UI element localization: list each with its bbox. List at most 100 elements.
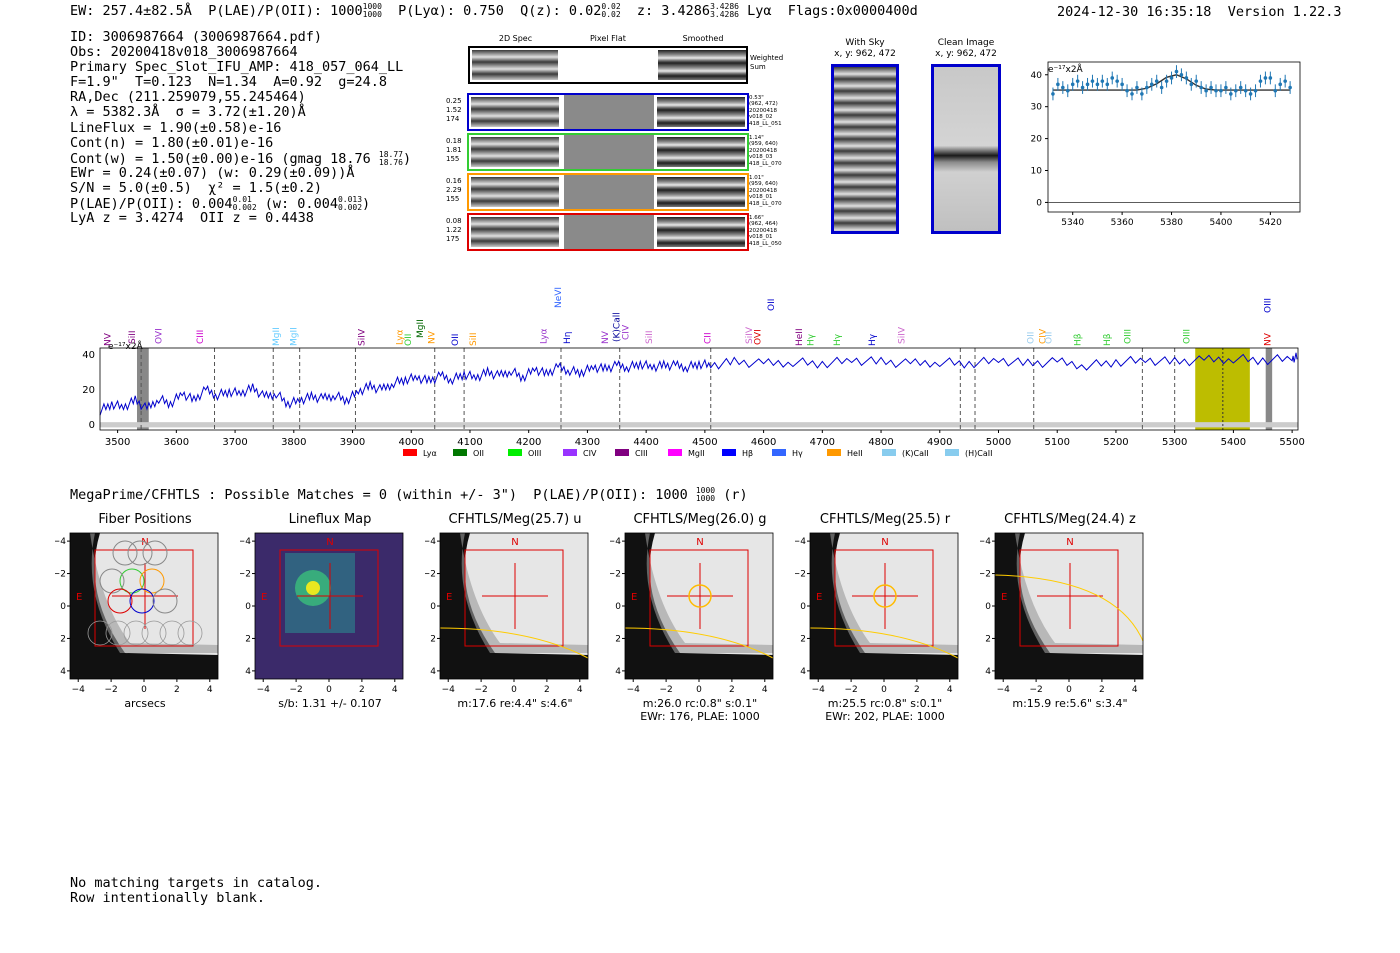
zoom-data-point bbox=[1105, 82, 1110, 87]
line-id-label: OIII bbox=[1182, 329, 1192, 344]
bright-star-wing bbox=[625, 533, 773, 679]
full-xtick-label: 3700 bbox=[222, 437, 247, 448]
panel-xtick-label: −4 bbox=[812, 685, 826, 695]
fiber-circle bbox=[152, 588, 178, 614]
row-stat: 175 bbox=[446, 235, 460, 243]
north-marker: N bbox=[326, 537, 333, 548]
col-title-smoothed: Smoothed bbox=[682, 34, 724, 43]
panel-title: Fiber Positions bbox=[98, 512, 192, 527]
fiber-circle bbox=[129, 588, 155, 614]
full-xtick-label: 3500 bbox=[105, 437, 130, 448]
zoom-data-point bbox=[1258, 79, 1263, 83]
zoom-data-point bbox=[1070, 82, 1075, 87]
full-xtick-label: 5300 bbox=[1162, 437, 1187, 448]
panel-ytick-label: 2 bbox=[615, 634, 621, 644]
zoom-data-point bbox=[1100, 79, 1105, 83]
panel-ytick-label: 2 bbox=[245, 634, 251, 644]
info-lineflux: LineFlux = 1.90(±0.58)e-16 bbox=[70, 119, 282, 136]
timestamp-version: 2024-12-30 16:35:18 Version 1.22.3 bbox=[1057, 4, 1342, 20]
spec-cutouts: 2D Spec Pixel Flat Smoothed Weighted Sum bbox=[468, 34, 783, 259]
aperture-circle bbox=[688, 584, 712, 608]
row-pixelflat bbox=[564, 215, 654, 249]
panel-caption: m:17.6 re:4.4" s:4.6" bbox=[457, 697, 573, 710]
panel-xtick-label: −2 bbox=[844, 685, 857, 695]
zoom-data-point bbox=[1268, 76, 1273, 80]
panel-ytick-label: 0 bbox=[430, 602, 436, 612]
zoom-spectrum-chart: e⁻¹⁷x2Å 5340 5360 5380 5400 5420 0 10 20 30 40 bbox=[1031, 61, 1301, 228]
zoom-xtick-label: 5420 bbox=[1259, 218, 1282, 228]
panel-xtick-label: 2 bbox=[359, 685, 365, 695]
legend-swatch bbox=[722, 449, 736, 456]
line-id-label: MgII bbox=[272, 327, 282, 346]
info-sn: S/N = 5.0(±0.5) χ² = 1.5(±0.2) bbox=[70, 179, 322, 196]
line-id-label: MgII bbox=[290, 327, 300, 346]
row-2dspec bbox=[471, 177, 559, 207]
east-marker: E bbox=[631, 592, 637, 603]
panel-xtick-label: 2 bbox=[914, 685, 920, 695]
panel-ytick-label: −2 bbox=[610, 570, 621, 580]
line-id-label: SiIV bbox=[898, 326, 908, 344]
aperture-box bbox=[279, 549, 379, 647]
line-id-label: CII bbox=[704, 332, 714, 344]
aperture-box bbox=[649, 549, 749, 647]
legend-label: Hγ bbox=[792, 449, 803, 458]
weighted-sum-row bbox=[468, 46, 748, 84]
row-smoothed bbox=[657, 137, 745, 167]
row-meta-line: (959, 640) bbox=[749, 141, 778, 148]
panel-title: CFHTLS/Meg(24.4) z bbox=[1004, 512, 1136, 527]
panel-ytick-label: 4 bbox=[985, 667, 991, 677]
line-id-label: NV bbox=[104, 332, 114, 346]
full-xtick-label: 5200 bbox=[1103, 437, 1128, 448]
row-meta-line: 1.01" bbox=[749, 175, 764, 181]
panel-ytick-label: −2 bbox=[980, 570, 991, 580]
row-stats: 0.18 1.81 155 bbox=[446, 137, 468, 164]
info-lya-z: LyA z = 3.4274 OII z = 0.4438 bbox=[70, 210, 314, 227]
ellipse-arc bbox=[994, 574, 1144, 642]
panel-xtick-label: 4 bbox=[762, 685, 768, 695]
line-id-label: Hγ bbox=[807, 333, 817, 346]
ew-value: EW: 257.4±82.5Å bbox=[70, 3, 192, 19]
panel-ytick-label: 0 bbox=[800, 602, 806, 612]
row-stat: 0.16 bbox=[446, 177, 462, 185]
col-title-pixelflat: Pixel Flat bbox=[590, 34, 626, 43]
zoom-data-point bbox=[1164, 79, 1169, 83]
row-meta-line: 418_LL_051 bbox=[749, 120, 782, 127]
with-sky-image bbox=[831, 64, 899, 234]
row-pixelflat bbox=[564, 95, 654, 129]
z-value: z: 3.4286 bbox=[636, 3, 711, 19]
panel-ytick-label: 4 bbox=[245, 667, 251, 677]
full-xtick-label: 4300 bbox=[575, 437, 600, 448]
panel-caption: s/b: 1.31 +/- 0.107 bbox=[278, 697, 382, 710]
panel-ytick-label: 2 bbox=[60, 634, 66, 644]
line-id-label: OII bbox=[767, 299, 777, 311]
line-id-label: OII bbox=[1044, 332, 1054, 344]
line-id-label: Hη bbox=[563, 332, 573, 344]
full-ytick-label: 0 bbox=[89, 420, 95, 431]
row-2dspec bbox=[471, 137, 559, 167]
panel-xtick-label: −2 bbox=[289, 685, 302, 695]
panel-ytick-label: −4 bbox=[795, 537, 806, 547]
zoom-ytick-label: 20 bbox=[1031, 135, 1043, 145]
footer-line-2: Row intentionally blank. bbox=[70, 890, 266, 906]
masked-region bbox=[136, 348, 149, 430]
zoom-data-point bbox=[1184, 76, 1189, 80]
full-xtick-label: 4700 bbox=[810, 437, 835, 448]
panel-title: CFHTLS/Meg(25.5) r bbox=[819, 512, 951, 527]
masked-region bbox=[1265, 348, 1273, 430]
full-spectrum-chart: 3500 3600 3700 3800 3900 4000 4100 4200 4300 4400… bbox=[82, 287, 1305, 458]
plya-value: P(Lyα): 0.750 bbox=[398, 3, 504, 19]
zoom-data-point bbox=[1194, 79, 1199, 83]
zoom-data-point bbox=[1253, 88, 1258, 93]
ellipse-arc bbox=[809, 627, 959, 659]
line-id-label: (K)Call bbox=[613, 312, 623, 342]
row-meta-line: v018_01 bbox=[749, 234, 773, 241]
row-stat: 0.18 bbox=[446, 137, 462, 145]
line-id-label: NV bbox=[1263, 332, 1273, 346]
panel-xtick-label: −4 bbox=[257, 685, 271, 695]
line-id-label: Hβ bbox=[1103, 333, 1113, 346]
full-xtick-label: 5100 bbox=[1044, 437, 1069, 448]
zoom-xtick-label: 5340 bbox=[1061, 218, 1084, 228]
row-meta-line: v018_01 bbox=[749, 194, 773, 201]
panel-xtick-label: 0 bbox=[881, 685, 887, 695]
row-stats: 0.25 1.52 174 bbox=[446, 97, 468, 124]
